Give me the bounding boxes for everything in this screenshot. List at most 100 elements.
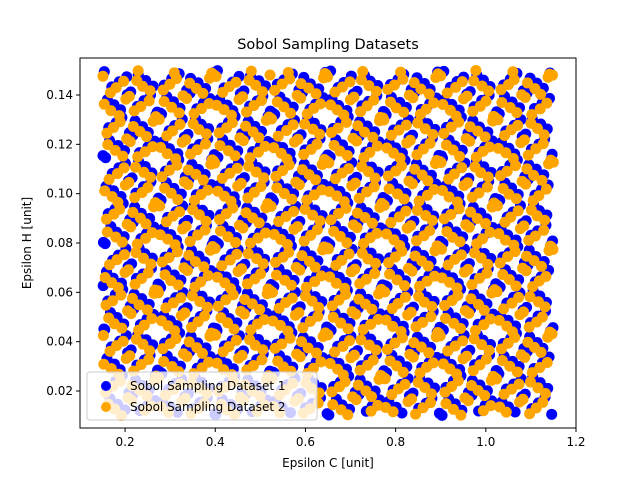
scatter-point-dataset-2 bbox=[482, 171, 494, 183]
scatter-point-dataset-2 bbox=[356, 247, 368, 259]
scatter-point-dataset-2 bbox=[277, 251, 289, 263]
scatter-point-dataset-2 bbox=[193, 209, 205, 221]
scatter-point-dataset-2 bbox=[407, 351, 419, 363]
scatter-point-dataset-2 bbox=[152, 285, 164, 297]
scatter-point-dataset-2 bbox=[256, 354, 268, 366]
scatter-point-dataset-2 bbox=[211, 271, 223, 283]
scatter-point-dataset-2 bbox=[506, 297, 518, 309]
scatter-point-dataset-2 bbox=[318, 153, 330, 165]
scatter-point-dataset-2 bbox=[352, 120, 364, 132]
scatter-point-dataset-2 bbox=[269, 84, 281, 96]
scatter-point-dataset-2 bbox=[495, 170, 507, 182]
scatter-point-dataset-2 bbox=[391, 360, 403, 372]
scatter-point-dataset-2 bbox=[453, 203, 465, 215]
scatter-point-dataset-2 bbox=[539, 388, 551, 400]
scatter-point-dataset-2 bbox=[414, 108, 426, 120]
scatter-point-dataset-2 bbox=[411, 204, 423, 216]
scatter-point-dataset-2 bbox=[362, 359, 374, 371]
scatter-point-dataset-1 bbox=[97, 150, 109, 162]
scatter-point-dataset-2 bbox=[538, 224, 550, 236]
scatter-point-dataset-2 bbox=[440, 312, 452, 324]
scatter-point-dataset-2 bbox=[465, 206, 477, 218]
scatter-point-dataset-2 bbox=[326, 300, 338, 312]
scatter-point-dataset-2 bbox=[142, 267, 154, 279]
scatter-point-dataset-2 bbox=[112, 282, 124, 294]
scatter-point-dataset-2 bbox=[525, 376, 536, 388]
scatter-point-dataset-2 bbox=[182, 178, 194, 190]
scatter-point-dataset-2 bbox=[371, 140, 383, 152]
x-tick-label: 0.6 bbox=[296, 435, 315, 449]
scatter-point-dataset-2 bbox=[381, 228, 393, 240]
scatter-point-dataset-2 bbox=[284, 332, 296, 344]
scatter-point-dataset-2 bbox=[353, 192, 365, 204]
scatter-point-dataset-2 bbox=[441, 87, 453, 99]
scatter-point-dataset-2 bbox=[503, 274, 515, 286]
scatter-point-dataset-2 bbox=[254, 304, 266, 316]
scatter-point-dataset-2 bbox=[436, 185, 448, 197]
scatter-point-dataset-2 bbox=[166, 361, 178, 373]
scatter-point-dataset-2 bbox=[466, 379, 477, 391]
scatter-point-dataset-2 bbox=[209, 243, 221, 255]
scatter-point-dataset-2 bbox=[252, 146, 264, 158]
scatter-point-dataset-2 bbox=[366, 217, 378, 229]
scatter-point-dataset-2 bbox=[270, 170, 282, 182]
scatter-point-dataset-2 bbox=[530, 143, 542, 155]
scatter-point-dataset-2 bbox=[534, 103, 546, 115]
scatter-point-dataset-2 bbox=[478, 319, 490, 331]
scatter-point-dataset-2 bbox=[521, 163, 533, 175]
scatter-point-dataset-2 bbox=[97, 70, 109, 82]
scatter-point-dataset-2 bbox=[426, 301, 438, 313]
scatter-point-dataset-2 bbox=[420, 209, 432, 221]
scatter-point-dataset-2 bbox=[253, 217, 265, 229]
scatter-point-dataset-2 bbox=[375, 283, 387, 295]
scatter-point-dataset-2 bbox=[158, 95, 170, 107]
scatter-point-dataset-2 bbox=[272, 130, 284, 142]
scatter-point-dataset-2 bbox=[212, 185, 224, 197]
scatter-point-dataset-2 bbox=[405, 220, 417, 232]
scatter-point-dataset-2 bbox=[106, 191, 118, 203]
scatter-point-dataset-2 bbox=[180, 134, 192, 146]
scatter-point-dataset-2 bbox=[519, 351, 531, 363]
scatter-point-dataset-2 bbox=[384, 268, 396, 280]
scatter-point-dataset-2 bbox=[421, 189, 433, 201]
scatter-point-dataset-2 bbox=[185, 148, 197, 160]
scatter-point-dataset-2 bbox=[477, 145, 489, 157]
scatter-point-dataset-2 bbox=[278, 101, 290, 113]
scatter-point-dataset-2 bbox=[476, 80, 488, 92]
scatter-point-dataset-2 bbox=[386, 303, 398, 315]
scatter-point-dataset-2 bbox=[325, 214, 337, 226]
scatter-point-dataset-2 bbox=[419, 123, 431, 135]
scatter-point-dataset-2 bbox=[490, 198, 502, 210]
scatter-point-dataset-2 bbox=[493, 314, 505, 326]
scatter-point-dataset-2 bbox=[148, 201, 160, 213]
scatter-point-dataset-2 bbox=[383, 183, 395, 195]
scatter-point-dataset-2 bbox=[412, 117, 424, 129]
scatter-point-dataset-2 bbox=[347, 391, 359, 403]
scatter-point-dataset-2 bbox=[366, 303, 378, 315]
scatter-point-dataset-2 bbox=[402, 396, 414, 408]
scatter-point-dataset-2 bbox=[523, 234, 535, 246]
y-tick-label: 0.14 bbox=[46, 88, 73, 102]
scatter-point-dataset-2 bbox=[131, 75, 143, 87]
scatter-point-dataset-2 bbox=[116, 322, 128, 334]
scatter-point-dataset-2 bbox=[536, 260, 548, 272]
scatter-point-dataset-2 bbox=[243, 160, 255, 172]
scatter-point-dataset-2 bbox=[520, 265, 532, 277]
scatter-point-dataset-2 bbox=[309, 276, 321, 288]
scatter-point-dataset-2 bbox=[183, 249, 195, 261]
scatter-point-dataset-2 bbox=[526, 367, 538, 379]
scatter-point-dataset-2 bbox=[372, 313, 384, 325]
scatter-point-dataset-2 bbox=[104, 259, 116, 271]
scatter-point-dataset-2 bbox=[137, 252, 149, 264]
scatter-point-dataset-2 bbox=[498, 303, 510, 315]
scatter-point-dataset-2 bbox=[347, 132, 359, 144]
scatter-point-dataset-2 bbox=[480, 353, 492, 365]
scatter-point-dataset-2 bbox=[451, 368, 463, 380]
scatter-point-dataset-2 bbox=[424, 137, 436, 149]
scatter-point-dataset-2 bbox=[194, 295, 206, 307]
scatter-point-dataset-2 bbox=[305, 143, 317, 155]
scatter-point-dataset-2 bbox=[320, 69, 332, 80]
scatter-point-dataset-2 bbox=[296, 164, 308, 176]
scatter-point-dataset-2 bbox=[268, 228, 280, 240]
scatter-point-dataset-2 bbox=[292, 133, 304, 145]
